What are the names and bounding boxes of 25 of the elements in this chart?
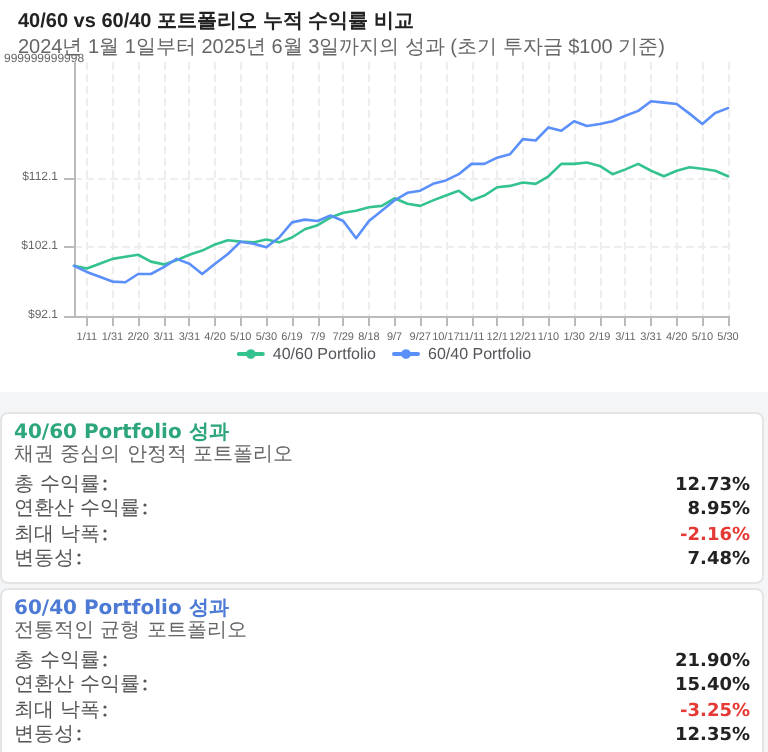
category-label: 연환산 수익률	[14, 498, 141, 521]
data-label: 12.35%	[675, 724, 750, 750]
data-label: -2.16%	[680, 523, 750, 549]
category-label: 변동성	[14, 548, 74, 571]
line-series	[72, 99, 730, 284]
text: 전통적인 균형 포트폴리오	[14, 620, 249, 644]
text: 60/40 Portfolio 성과	[14, 598, 231, 620]
legend-label: 40/60 Portfolio	[272, 345, 378, 363]
category-label: 총 수익률	[14, 474, 101, 496]
data-label: 15.40%	[675, 674, 750, 700]
text: 채권 중심의 안정적 포트폴리오	[14, 444, 296, 468]
category-label: 최대 낙폭	[14, 699, 101, 722]
text: 40/60 Portfolio 성과	[14, 422, 231, 444]
category-label: 연환산 수익률	[14, 674, 141, 697]
data-label: -3.25%	[680, 699, 750, 725]
data-label: 8.95%	[687, 498, 750, 524]
data-label: 12.73%	[675, 474, 750, 499]
data-label: 7.48%	[687, 548, 750, 574]
legend-label: 60/40 Portfolio	[428, 345, 533, 363]
category-label: 최대 낙폭	[14, 523, 101, 546]
category-label: 총 수익률	[14, 650, 101, 672]
data-label: 21.90%	[675, 650, 750, 675]
line-series	[72, 161, 730, 270]
category-label: 변동성	[14, 724, 74, 747]
chart-title: 40/60 vs 60/40 포트폴리오 누적 수익률 비교	[18, 11, 414, 33]
